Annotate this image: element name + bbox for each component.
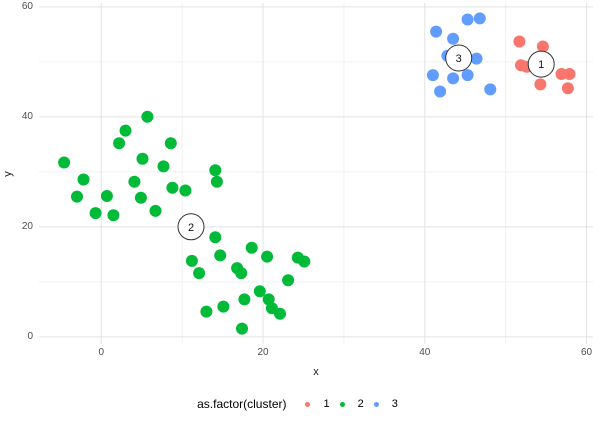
point-cluster-2: [200, 305, 213, 318]
point-cluster-2: [164, 137, 177, 150]
cluster-center-circle: [177, 213, 205, 241]
point-cluster-1: [534, 78, 547, 91]
point-cluster-2: [236, 322, 248, 335]
point-cluster-2: [209, 164, 222, 177]
point-cluster-2: [238, 293, 251, 306]
point-cluster-1: [536, 40, 549, 53]
point-cluster-2: [89, 207, 102, 220]
legend-title: as.factor(cluster): [197, 397, 287, 411]
x-axis-tick-label: 20: [257, 347, 269, 358]
point-cluster-2: [214, 249, 227, 262]
plot-canvas: 1 2 3: [39, 3, 593, 344]
cluster-center-circle: [527, 50, 555, 78]
y-axis-tick-label: 20: [21, 220, 33, 232]
point-cluster-2: [141, 110, 154, 123]
point-cluster-2: [179, 184, 192, 197]
point-cluster-2: [100, 190, 113, 202]
point-cluster-3: [473, 12, 486, 25]
point-cluster-2: [58, 156, 71, 169]
legend-key-dot: [305, 401, 311, 407]
cluster-center-1: 1: [527, 50, 555, 78]
legend-key-3: 3: [373, 398, 398, 410]
point-cluster-2: [209, 231, 222, 244]
point-cluster-2: [77, 173, 90, 186]
point-cluster-2: [134, 191, 147, 204]
cluster-center-label: 2: [188, 222, 194, 234]
point-cluster-2: [157, 160, 170, 173]
cluster-center-label: 1: [538, 59, 544, 71]
point-cluster-2: [128, 175, 141, 188]
x-axis-tick-label: 0: [98, 347, 105, 358]
x-axis-tick-label: 60: [580, 347, 593, 358]
point-cluster-2: [193, 267, 206, 280]
legend-key-label: 1: [323, 398, 330, 410]
legend-key-2: 2: [339, 398, 364, 410]
point-cluster-2: [253, 285, 266, 298]
point-cluster-3: [430, 25, 443, 38]
point-cluster-2: [149, 204, 162, 217]
point-cluster-2: [185, 254, 198, 267]
cluster-center-circle: [445, 44, 473, 72]
y-axis-tick-label: 0: [27, 330, 33, 342]
point-cluster-2: [107, 209, 120, 222]
point-cluster-2: [274, 307, 286, 320]
point-cluster-2: [235, 267, 248, 280]
point-cluster-2: [113, 137, 126, 150]
x-axis-tick-label: 40: [419, 347, 431, 358]
point-cluster-2: [298, 255, 311, 268]
point-cluster-1: [513, 35, 526, 48]
y-axis-tick-label: 40: [21, 110, 33, 122]
point-cluster-3: [461, 13, 474, 26]
point-cluster-2: [71, 190, 83, 203]
point-cluster-3: [447, 72, 460, 85]
point-cluster-2: [210, 175, 223, 188]
point-cluster-2: [245, 241, 258, 254]
legend-key-dot: [373, 401, 379, 407]
point-cluster-1: [561, 82, 574, 95]
point-cluster-3: [426, 69, 439, 82]
point-cluster-2: [217, 300, 230, 313]
plot-panel: 1 2 3: [39, 3, 593, 344]
cluster-center-3: 3: [445, 44, 473, 72]
cluster-center-2: 2: [177, 213, 205, 241]
point-cluster-3: [470, 52, 483, 65]
legend: as.factor(cluster) 1 2 3: [0, 397, 600, 411]
y-axis-tick-label: 60: [21, 0, 33, 12]
point-cluster-2: [119, 124, 132, 137]
legend-key-label: 2: [357, 398, 364, 410]
point-cluster-2: [261, 250, 274, 263]
point-cluster-2: [282, 274, 295, 287]
point-cluster-3: [484, 83, 497, 96]
cluster-center-label: 3: [456, 53, 462, 65]
legend-key-dot: [339, 401, 345, 407]
point-cluster-2: [166, 181, 179, 194]
legend-key-label: 3: [391, 398, 398, 410]
x-axis-title: x: [313, 366, 319, 378]
point-cluster-3: [434, 85, 447, 98]
legend-key-1: 1: [305, 398, 330, 410]
point-cluster-3: [447, 32, 460, 45]
point-cluster-2: [136, 152, 149, 165]
y-axis-title: y: [2, 171, 14, 177]
point-cluster-3: [461, 69, 474, 82]
point-cluster-1: [563, 68, 576, 80]
